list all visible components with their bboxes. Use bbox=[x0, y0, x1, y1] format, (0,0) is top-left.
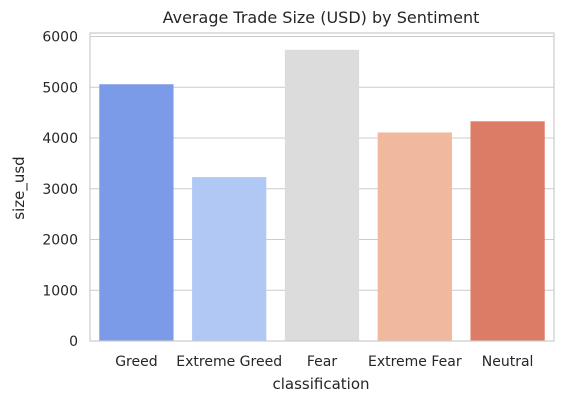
y-axis-label: size_usd bbox=[10, 156, 29, 219]
x-tick-label: Extreme Greed bbox=[176, 354, 282, 370]
bar-neutral bbox=[470, 121, 545, 341]
x-tick-label: Fear bbox=[307, 354, 337, 370]
y-tick-label: 3000 bbox=[42, 182, 78, 198]
chart-title: Average Trade Size (USD) by Sentiment bbox=[163, 8, 480, 27]
y-tick-label: 4000 bbox=[42, 131, 78, 147]
y-tick-label: 1000 bbox=[42, 283, 78, 299]
y-tick-label: 6000 bbox=[42, 30, 78, 46]
x-tick-label: Neutral bbox=[482, 354, 534, 370]
x-axis-ticks: Greed Extreme Greed Fear Extreme Fear Neutra… bbox=[115, 354, 533, 370]
x-tick-label: Extreme Fear bbox=[368, 354, 462, 370]
y-tick-label: 5000 bbox=[42, 80, 78, 96]
plot-frame bbox=[89, 32, 555, 342]
y-axis-ticks: 0 1000 2000 3000 4000 5000 6000 bbox=[42, 30, 78, 350]
bar-greed bbox=[99, 84, 174, 341]
x-axis-label: classification bbox=[272, 375, 369, 393]
y-tick-label: 0 bbox=[69, 334, 78, 350]
bar-extreme-fear bbox=[377, 132, 452, 341]
x-tick-label: Greed bbox=[115, 354, 157, 370]
y-tick-label: 2000 bbox=[42, 233, 78, 249]
bar-fear bbox=[284, 49, 360, 342]
bars bbox=[99, 49, 545, 342]
bar-extreme-greed bbox=[192, 177, 267, 341]
